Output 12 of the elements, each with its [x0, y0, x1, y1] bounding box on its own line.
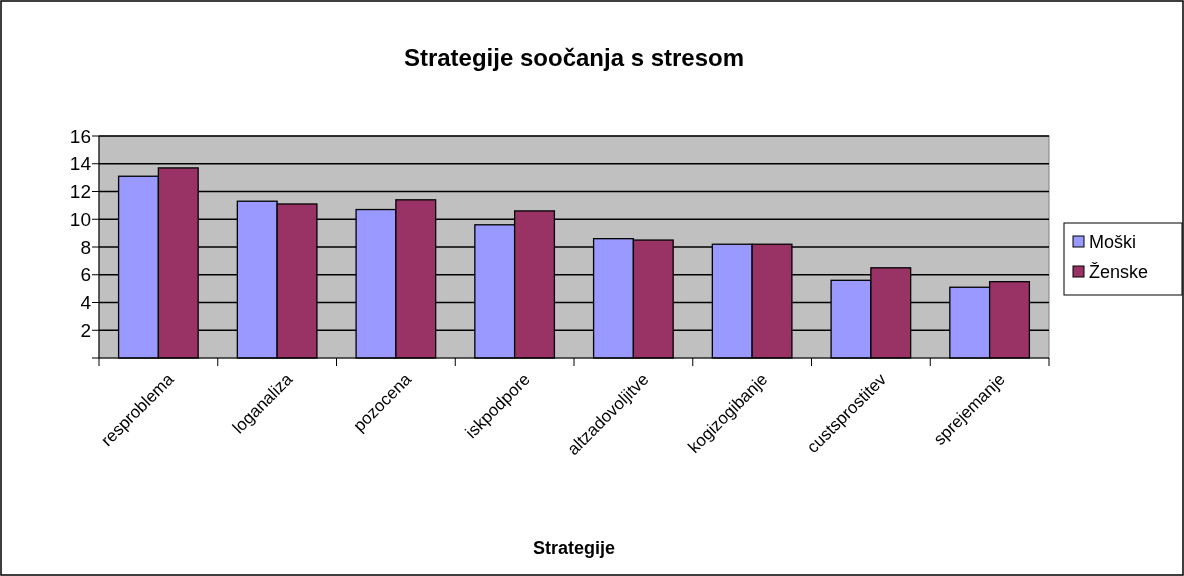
y-tick-label: 14 — [69, 153, 92, 175]
y-tick-label: 12 — [69, 181, 91, 203]
y-tick-label: 2 — [80, 319, 91, 341]
legend-label: Ženske — [1089, 262, 1149, 283]
y-tick-label: 6 — [80, 264, 91, 286]
x-axis-title: Strategije — [532, 538, 616, 558]
y-tick-label: 16 — [69, 125, 91, 147]
legend-label: Moški — [1089, 232, 1137, 253]
y-tick-label: 8 — [80, 236, 91, 258]
chart-title: Strategije soočanja s stresom — [403, 44, 745, 71]
y-tick-label: 4 — [80, 292, 92, 314]
y-tick-label: 10 — [69, 208, 91, 230]
